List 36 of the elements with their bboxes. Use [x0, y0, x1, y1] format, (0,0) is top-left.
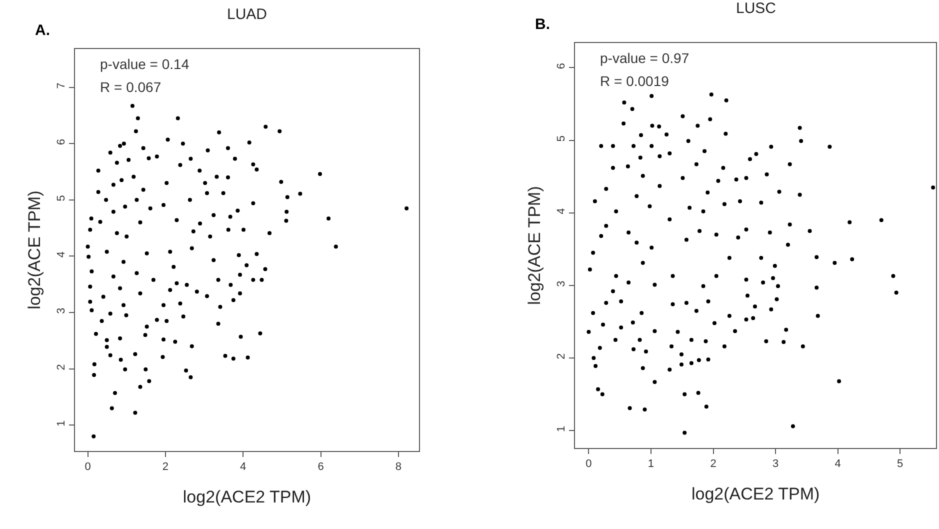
chart-title: LUAD — [227, 6, 268, 23]
y-tick-label: 4 — [56, 251, 68, 258]
y-tick-label: 6 — [556, 62, 568, 70]
y-axis-title: log2(ACE TPM) — [525, 186, 544, 305]
x-axis-title: log2(ACE2 TPM) — [182, 488, 312, 507]
annotation: R = 0.0019 — [600, 73, 670, 89]
text: B. — [535, 16, 550, 33]
x-tick-label: 0 — [84, 461, 91, 474]
x-tick-label: 3 — [772, 458, 779, 470]
chart-title: LUSC — [736, 0, 776, 17]
annotation: R = 0.067 — [100, 79, 162, 95]
x-tick-label: 4 — [240, 461, 246, 474]
x-tick-label: 1 — [648, 458, 654, 470]
x-tick-label: 6 — [318, 461, 324, 474]
y-tick-label: 4 — [556, 208, 568, 214]
y-tick-label: 7 — [56, 82, 68, 89]
y-tick-label: 3 — [56, 308, 68, 314]
y-axis-title: log2(ACE TPM) — [25, 190, 44, 310]
y-tick-label: 1 — [56, 420, 68, 427]
y-tick-label: 5 — [556, 136, 568, 142]
y-tick-label: 1 — [556, 426, 568, 432]
x-tick-label: 0 — [586, 458, 592, 470]
text: A. — [35, 22, 50, 39]
y-tick-label: 6 — [56, 138, 68, 146]
x-tick-label: 8 — [395, 461, 402, 474]
x-tick-label: 5 — [896, 458, 904, 470]
y-tick-label: 2 — [556, 353, 568, 360]
x-axis-title: log2(ACE2 TPM) — [692, 484, 820, 504]
annotation: p-value = 0.97 — [600, 50, 690, 66]
annotation: p-value = 0.14 — [100, 56, 190, 72]
y-tick-label: 3 — [556, 280, 568, 287]
y-tick-label: 2 — [56, 364, 68, 370]
x-tick-label: 2 — [710, 458, 716, 470]
x-tick-label: 2 — [162, 461, 169, 474]
y-tick-label: 5 — [56, 195, 68, 202]
x-tick-label: 4 — [834, 458, 841, 470]
